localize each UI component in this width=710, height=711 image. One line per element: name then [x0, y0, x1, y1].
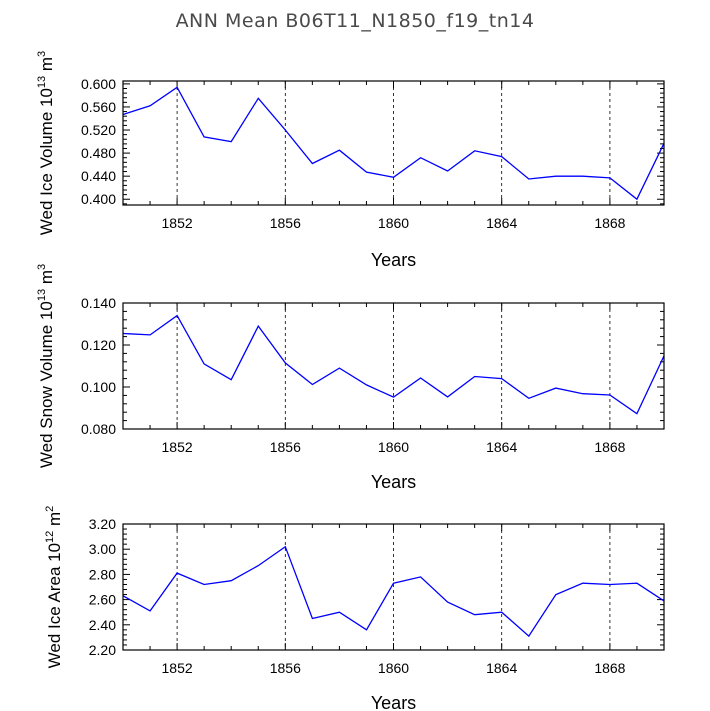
- series-line: [122, 545, 665, 638]
- x-tick-label: 1856: [270, 215, 301, 231]
- plot-frame: [122, 80, 665, 206]
- y-tick-label: 2.60: [89, 592, 116, 608]
- y-tick-label: 0.100: [81, 379, 116, 395]
- y-tick-label: 0.140: [81, 295, 116, 311]
- x-tick-label: 1860: [378, 215, 409, 231]
- x-tick-label: 1868: [594, 215, 625, 231]
- plot-frame: [122, 523, 665, 651]
- y-tick-label: 0.440: [81, 168, 116, 184]
- x-tick-label: 1860: [378, 660, 409, 676]
- y-tick-label: 0.400: [81, 191, 116, 207]
- x-tick-label: 1868: [594, 660, 625, 676]
- x-tick-label: 1856: [270, 660, 301, 676]
- x-tick-label: 1856: [270, 439, 301, 455]
- x-axis-label: Years: [371, 472, 416, 492]
- series-line: [122, 314, 665, 415]
- y-axis-label: Wed Ice Volume 1013 m3: [36, 51, 56, 235]
- x-tick-label: 1860: [378, 439, 409, 455]
- x-axis-label: Years: [371, 693, 416, 711]
- x-tick-label: 1864: [486, 215, 517, 231]
- x-tick-label: 1864: [486, 439, 517, 455]
- y-tick-label: 0.600: [81, 76, 116, 92]
- plot-frame: [122, 302, 665, 430]
- x-tick-label: 1852: [162, 215, 193, 231]
- chart-panel-3: 1852 1856 1860 1864 1868 2.20 2.40 2.60 2.80 3.00…: [44, 506, 665, 711]
- x-tick-label: 1852: [162, 660, 193, 676]
- y-tick-label: 0.480: [81, 145, 116, 161]
- y-tick-label: 3.20: [89, 516, 116, 532]
- y-tick-label: 0.560: [81, 99, 116, 115]
- series-line: [122, 86, 665, 201]
- y-axis-label: Wed Snow Volume 1013 m3: [36, 264, 56, 468]
- y-tick-label: 0.520: [81, 122, 116, 138]
- page-title: ANN Mean B06T11_N1850_f19_tn14: [176, 10, 535, 32]
- x-tick-label: 1852: [162, 439, 193, 455]
- chart-panel-2: 1852 1856 1860 1864 1868 0.080 0.100 0.120 0.140…: [36, 264, 665, 492]
- chart-panel-1: 1852 1856 1860 1864 1868 0.400 0.440 0.480 0.520…: [36, 51, 665, 270]
- x-tick-label: 1864: [486, 660, 517, 676]
- y-tick-label: 2.40: [89, 617, 116, 633]
- y-tick-label: 2.20: [89, 642, 116, 658]
- y-axis-label: Wed Ice Area 1012 m2: [44, 506, 64, 669]
- x-axis-label: Years: [371, 250, 416, 270]
- x-tick-label: 1868: [594, 439, 625, 455]
- y-tick-label: 0.080: [81, 421, 116, 437]
- y-tick-label: 3.00: [89, 541, 116, 557]
- y-tick-label: 2.80: [89, 566, 116, 582]
- y-tick-label: 0.120: [81, 337, 116, 353]
